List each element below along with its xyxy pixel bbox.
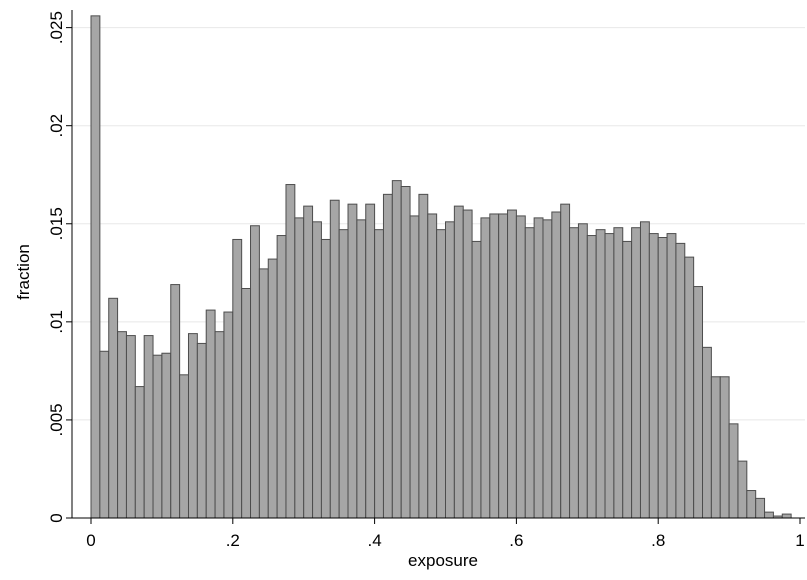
- x-tick-group: 0 .2 .4 .6 .8 1: [86, 518, 805, 550]
- histogram-bar: [746, 490, 757, 519]
- histogram-bar: [489, 213, 500, 519]
- y-axis-label: fraction: [14, 244, 33, 300]
- y-tick-label: .01: [47, 310, 66, 334]
- histogram-bar: [223, 311, 234, 519]
- histogram-bar: [258, 268, 269, 519]
- histogram-bar: [347, 203, 358, 519]
- x-tick-label: .8: [651, 531, 665, 550]
- y-tick-group: 0 .005 .01 .015 .02 .025: [47, 11, 72, 523]
- x-tick-label: 1: [795, 531, 804, 550]
- x-tick-label: .2: [226, 531, 240, 550]
- histogram-bar: [196, 342, 207, 519]
- histogram-bar: [108, 297, 119, 519]
- histogram-bar: [170, 284, 181, 519]
- histogram-bar: [507, 209, 517, 519]
- histogram-bar: [179, 374, 189, 519]
- histogram-bar: [232, 238, 243, 519]
- histogram-bar: [356, 219, 367, 519]
- histogram-bar: [622, 240, 633, 519]
- histogram-bar: [604, 233, 615, 519]
- histogram-bar: [551, 211, 562, 519]
- histogram-bar: [737, 460, 748, 519]
- histogram-bar: [666, 233, 677, 519]
- histogram-bar: [764, 511, 774, 519]
- histogram-bar: [320, 238, 331, 519]
- x-tick-label: 0: [86, 531, 95, 550]
- bar-group: [90, 15, 792, 519]
- histogram-bar: [276, 235, 287, 519]
- axes: [71, 10, 805, 519]
- histogram-bar: [684, 256, 695, 519]
- histogram-bar: [471, 240, 482, 519]
- histogram-bar: [391, 180, 402, 519]
- histogram-bar: [445, 221, 455, 519]
- histogram-bar: [755, 497, 766, 519]
- histogram-bar: [294, 217, 305, 519]
- histogram-bar: [267, 258, 278, 519]
- y-tick-label: .02: [47, 114, 66, 138]
- histogram-bar: [702, 346, 712, 519]
- histogram-bar: [143, 335, 154, 519]
- histogram-bar: [400, 186, 411, 519]
- histogram-bar: [613, 227, 624, 519]
- histogram-bar: [382, 193, 393, 519]
- histogram-bar: [524, 227, 535, 519]
- histogram-bar: [436, 229, 447, 519]
- histogram-bar: [90, 15, 101, 519]
- histogram-bar: [427, 213, 438, 519]
- histogram-bar: [560, 203, 571, 519]
- histogram-bar: [542, 219, 553, 519]
- histogram-bar: [125, 335, 136, 519]
- histogram-bar: [648, 233, 659, 519]
- histogram-bar: [338, 229, 349, 519]
- histogram-bar: [329, 199, 340, 519]
- histogram-bar: [134, 386, 145, 519]
- histogram-bar: [241, 288, 252, 519]
- histogram-bar: [250, 225, 260, 519]
- histogram-bar: [152, 354, 163, 519]
- histogram-bar: [480, 217, 491, 519]
- x-axis-label: exposure: [408, 551, 478, 570]
- histogram-bar: [374, 229, 384, 519]
- y-tick-label: .005: [47, 403, 66, 436]
- histogram-bar: [710, 376, 721, 519]
- histogram-bar: [365, 203, 376, 519]
- histogram-bar: [533, 217, 544, 519]
- histogram-bar: [693, 286, 704, 519]
- histogram-bar: [418, 193, 429, 519]
- histogram-bar: [205, 309, 216, 519]
- x-tick-label: .6: [509, 531, 523, 550]
- histogram-bar: [595, 229, 606, 519]
- histogram-bar: [639, 221, 650, 519]
- x-tick-label: .4: [368, 531, 382, 550]
- histogram-bar: [409, 215, 420, 519]
- histogram-bar: [657, 237, 668, 519]
- histogram-bar: [675, 242, 686, 519]
- histogram-bar: [312, 221, 322, 519]
- histogram-bar: [569, 227, 579, 519]
- histogram-bar: [285, 184, 296, 519]
- histogram-bar: [631, 227, 641, 519]
- histogram-bar: [577, 223, 588, 519]
- histogram-bar: [161, 352, 172, 519]
- histogram-bar: [781, 513, 792, 519]
- y-tick-label: .025: [47, 11, 66, 44]
- histogram-bar: [586, 235, 597, 519]
- histogram-bar: [515, 215, 526, 519]
- histogram-bar: [117, 331, 127, 519]
- y-tick-label: 0: [47, 513, 66, 522]
- histogram-bar: [719, 376, 730, 519]
- histogram-bar: [187, 333, 198, 519]
- histogram-bar: [728, 423, 739, 519]
- histogram-bar: [303, 205, 314, 519]
- histogram-bar: [462, 209, 473, 519]
- histogram-bar: [214, 331, 225, 519]
- histogram-bar: [453, 205, 464, 519]
- histogram-bar: [99, 350, 110, 519]
- histogram-bar: [498, 213, 509, 519]
- y-tick-label: .015: [47, 207, 66, 240]
